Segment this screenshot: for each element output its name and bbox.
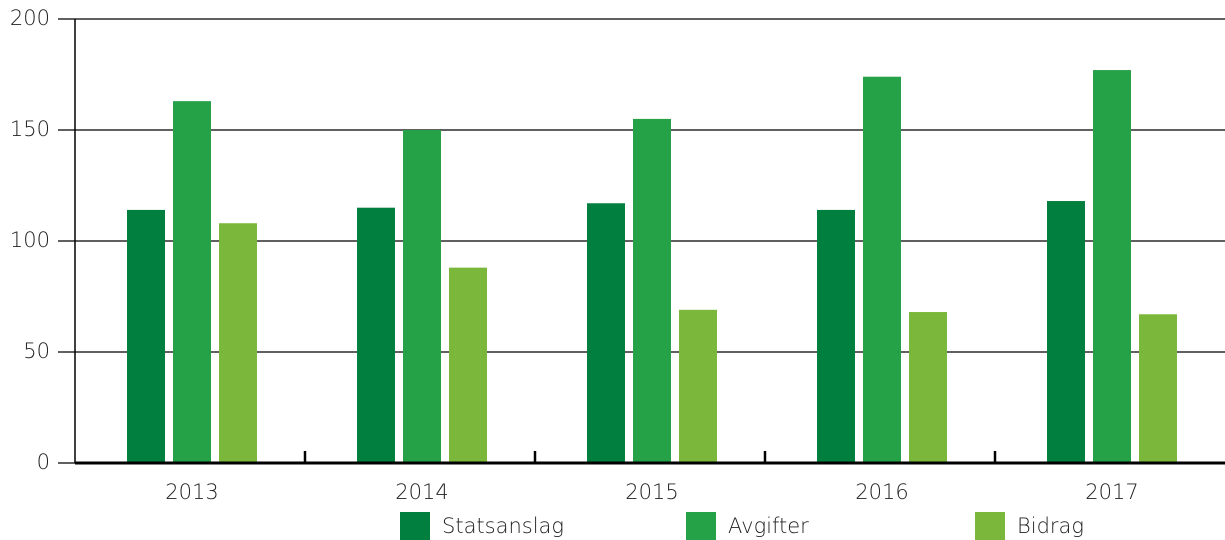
bar [909,312,947,463]
y-tick-label: 150 [10,117,50,141]
bar [127,209,165,463]
x-tick-label: 2013 [165,480,218,504]
bar [449,267,487,463]
y-tick-label: 50 [23,339,50,363]
bar [173,101,211,463]
legend-label: Statsanslag [442,514,564,538]
legend-swatch [686,512,716,540]
legend-swatch [400,512,430,540]
legend-label: Avgifter [728,514,809,538]
bar [1093,70,1131,463]
bar [403,130,441,463]
bar [863,76,901,463]
legend-label: Bidrag [1017,514,1084,538]
y-tick-label: 0 [37,450,50,474]
bar [1047,201,1085,464]
bar [219,223,257,463]
bar [679,309,717,463]
legend-swatch [975,512,1005,540]
y-tick-label: 200 [10,6,50,30]
x-tick-label: 2016 [855,480,908,504]
x-tick-label: 2017 [1085,480,1138,504]
x-tick-label: 2014 [395,480,448,504]
x-tick-label: 2015 [625,480,678,504]
bar [1139,314,1177,463]
bar [633,118,671,464]
y-tick-label: 100 [10,228,50,252]
bar [587,203,625,463]
bar [357,207,395,463]
bar [817,209,855,463]
